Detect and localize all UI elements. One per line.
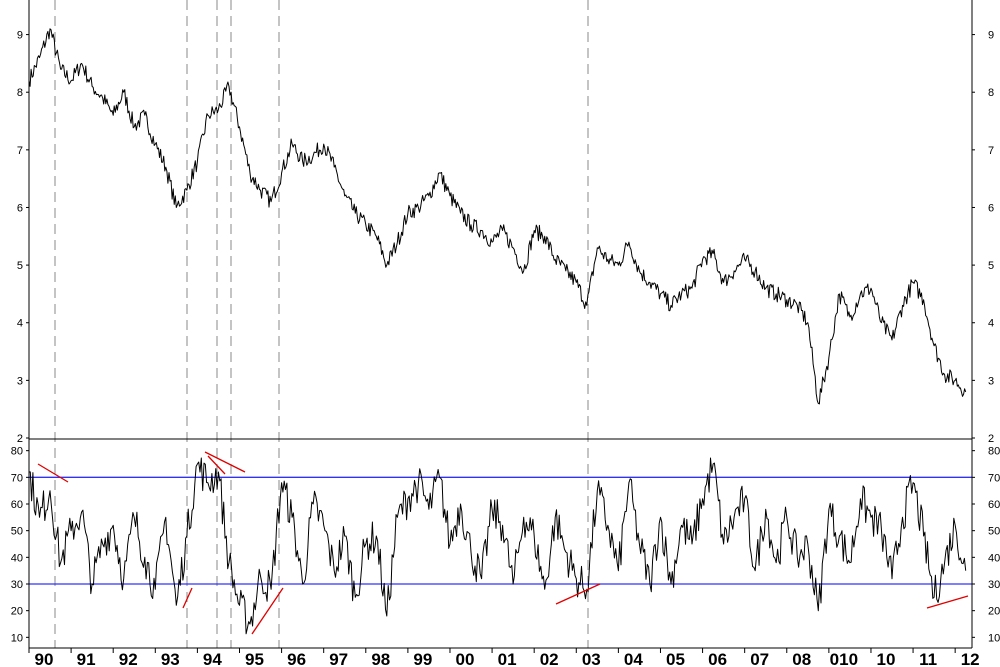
x-axis: 90 91 92 93 94 95 96 97 98 99 00 01 02 03 04 05 06 07 08 01… [28,648,980,667]
oscillator-axis-tick-label-left: 70 [11,472,23,484]
x-tick-label: 01 [498,650,517,667]
trend-annotation-line [926,595,969,609]
price-series-line [28,28,967,405]
price-axis-tick-label-left: 8 [17,87,23,99]
x-tick-label: 04 [624,650,643,667]
x-tick-label: 05 [666,650,685,667]
x-tick-label: 03 [582,650,601,667]
price-axis-tick-label-right: 9 [988,30,994,42]
price-panel: 2 2 3 3 4 4 5 5 6 6 7 7 8 8 9 9 [17,28,994,445]
price-axis-tick-label-right: 4 [988,318,994,330]
oscillator-axis-tick-label-right: 40 [988,552,1000,564]
oscillator-series-line [28,457,967,635]
x-tick-label: 93 [161,650,180,667]
trend-annotation-line [251,587,284,635]
x-tick-label: 92 [119,650,138,667]
price-axis-tick-label-left: 7 [17,145,23,157]
oscillator-axis-tick-label-right: 20 [988,606,1000,618]
x-tick-label: 02 [540,650,559,667]
trend-annotation-line [37,463,69,483]
oscillator-axis-tick-label-right: 30 [988,579,1000,591]
x-tick-label: 91 [77,650,96,667]
x-tick-label: 95 [245,650,264,667]
oscillator-axis-tick-label-right: 60 [988,499,1000,511]
oscillator-panel: 10 10 20 20 30 30 40 40 50 50 60 60 70 70 80 80 [11,446,1000,645]
price-axis-tick-label-right: 5 [988,260,994,272]
x-tick-label: 97 [329,650,348,667]
oscillator-axis-tick-label-left: 40 [11,552,23,564]
price-axis-tick-label-right: 8 [988,87,994,99]
x-tick-label: 07 [750,650,769,667]
oscillator-axis-tick-label-left: 80 [11,446,23,458]
oscillator-axis-tick-label-left: 50 [11,526,23,538]
x-tick-label: 90 [35,650,54,667]
trend-annotation-line [555,583,601,605]
price-axis-tick-label-right: 7 [988,145,994,157]
oscillator-axis-tick-label-left: 10 [11,632,23,644]
x-tick-label: 12 [961,650,980,667]
x-tick-label: 98 [371,650,390,667]
trend-annotation-line [207,455,226,475]
trend-annotations [37,451,969,635]
x-tick-label: 06 [708,650,727,667]
x-tick-label: 94 [203,650,222,667]
x-tick-label: 99 [413,650,432,667]
oscillator-axis-tick-label-right: 10 [988,632,1000,644]
price-axis-tick-label-right: 6 [988,202,994,214]
oscillator-axis-tick-label-left: 60 [11,499,23,511]
event-lines [54,0,589,648]
x-tick-label: 96 [287,650,306,667]
price-axis-tick-label-left: 3 [17,375,23,387]
price-axis-tick-label-left: 4 [17,318,23,330]
price-axis-tick-label-left: 5 [17,260,23,272]
x-tick-label: 11 [919,650,937,667]
price-axis-tick-label-left: 2 [17,433,23,445]
trend-annotation-line [204,451,246,473]
x-tick-label: 10 [877,650,896,667]
price-axis-tick-label-right: 3 [988,375,994,387]
price-axis-tick-label-right: 2 [988,433,994,445]
x-tick-label: 010 [830,650,858,667]
oscillator-axis-tick-label-left: 30 [11,579,23,591]
chart-frame [28,0,973,649]
x-tick-label: 08 [792,650,811,667]
trend-annotation-line [182,587,193,609]
x-tick-label: 00 [456,650,475,667]
oscillator-axis-tick-label-left: 20 [11,606,23,618]
oscillator-axis-tick-label-right: 70 [988,472,1000,484]
price-axis-tick-label-left: 6 [17,202,23,214]
oscillator-axis-tick-label-right: 80 [988,446,1000,458]
oscillator-axis-tick-label-right: 50 [988,526,1000,538]
price-axis-tick-label-left: 9 [17,30,23,42]
